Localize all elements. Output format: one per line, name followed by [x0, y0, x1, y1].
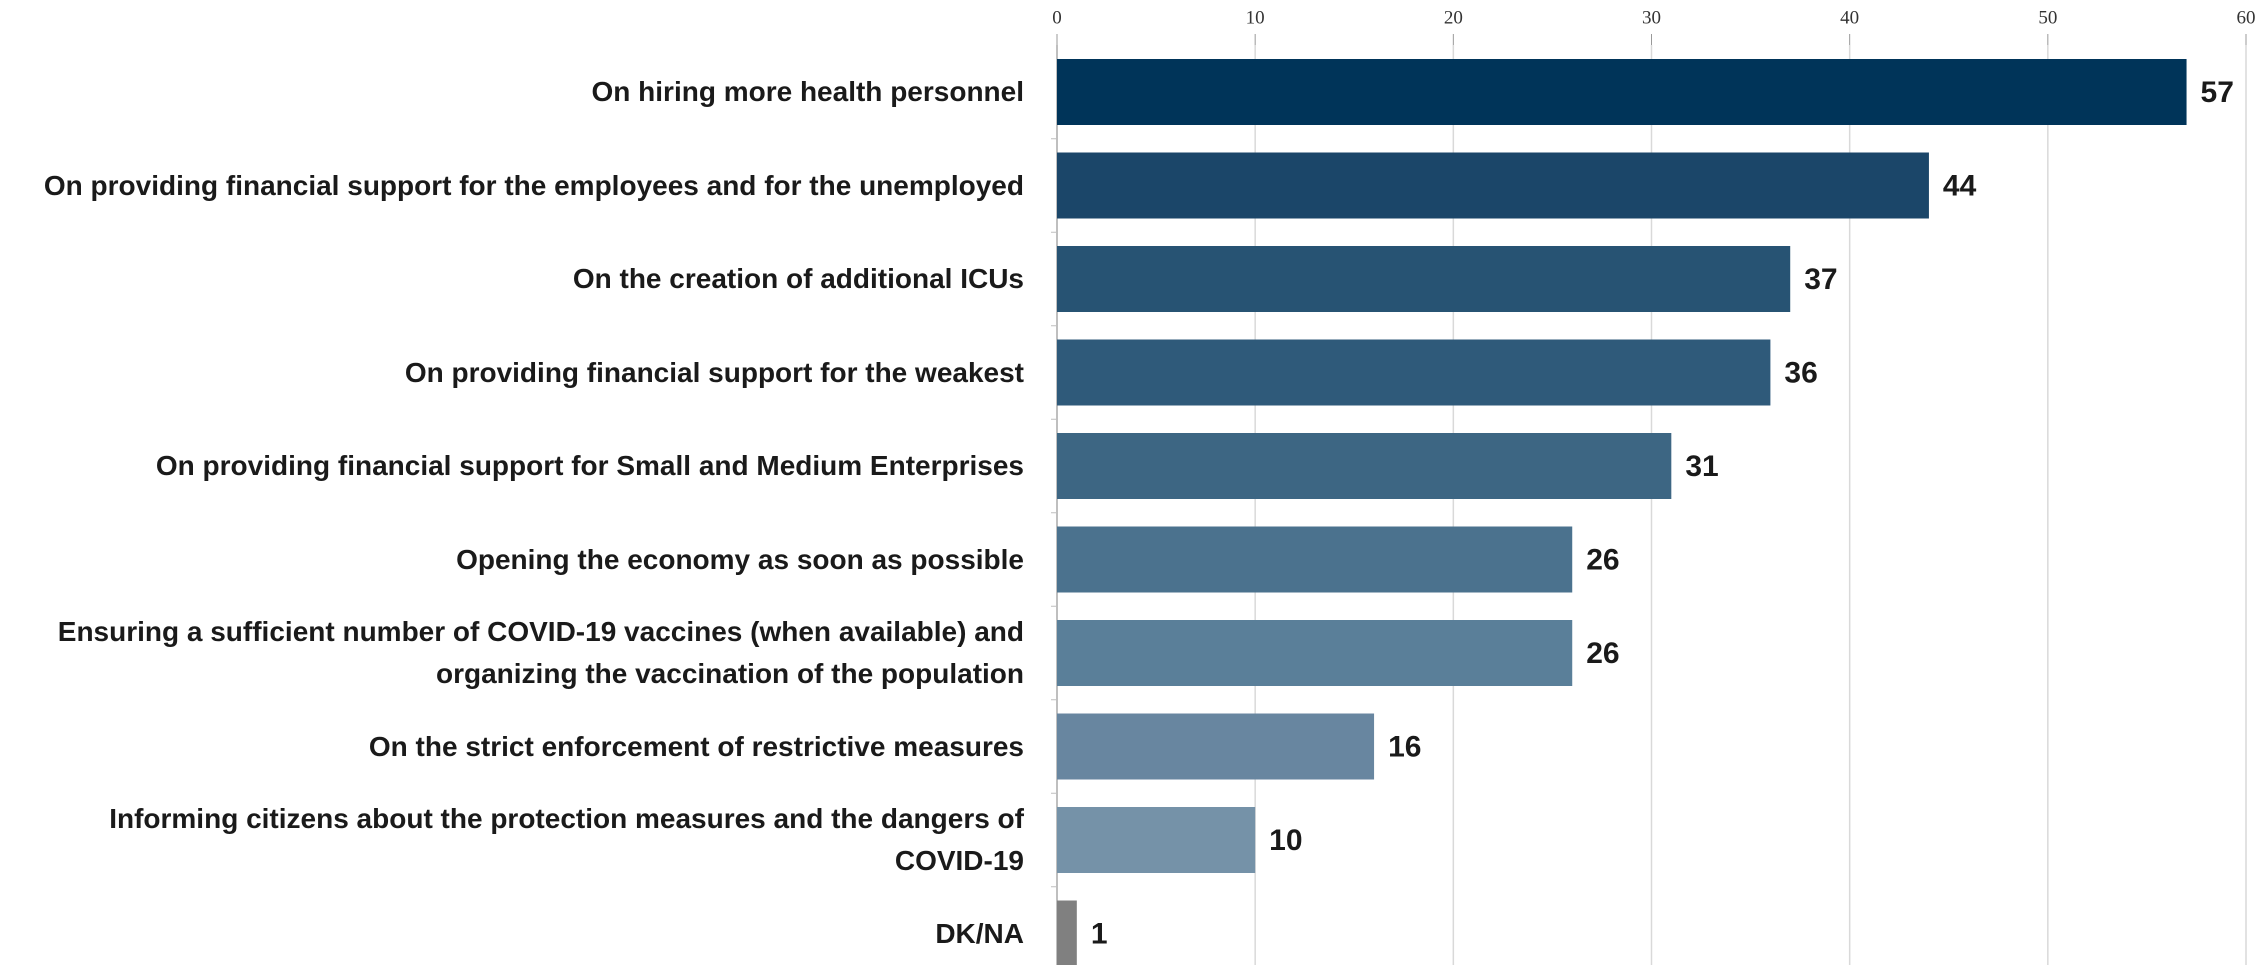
- category-label: On the strict enforcement of restrictive…: [368, 730, 1024, 762]
- category-label: Ensuring a sufficient number of COVID-19…: [57, 616, 1024, 689]
- x-tick-label: 60: [2237, 7, 2256, 28]
- bar: [1057, 807, 1256, 873]
- value-label: 26: [1586, 543, 1619, 576]
- value-label: 10: [1269, 824, 1302, 857]
- category-label: Informing citizens about the protection …: [109, 803, 1024, 876]
- value-label: 26: [1586, 637, 1619, 670]
- category-label: On providing financial support for the e…: [43, 169, 1024, 201]
- x-tick-label: 50: [2038, 7, 2057, 28]
- bar: [1057, 620, 1573, 686]
- value-label: 44: [1943, 169, 1977, 202]
- category-label: On the creation of additional ICUs: [572, 263, 1024, 294]
- value-label: 36: [1784, 356, 1817, 389]
- value-label: 57: [2201, 76, 2234, 109]
- x-tick-label: 40: [1840, 7, 1859, 28]
- bar: [1057, 152, 1929, 219]
- category-label: On hiring more health personnel: [591, 76, 1025, 107]
- x-tick-label: 30: [1642, 7, 1661, 28]
- bar: [1057, 433, 1672, 499]
- bar: [1057, 59, 2187, 125]
- value-label: 1: [1091, 917, 1108, 950]
- bar: [1057, 339, 1771, 406]
- value-label: 37: [1804, 263, 1837, 296]
- category-label: On providing financial support for the w…: [404, 356, 1024, 388]
- x-tick-label: 20: [1444, 7, 1463, 28]
- x-tick-label: 0: [1052, 7, 1062, 28]
- value-label: 31: [1685, 450, 1718, 483]
- bar: [1057, 246, 1791, 312]
- category-label: DK/NA: [935, 917, 1024, 949]
- x-tick-label: 10: [1246, 7, 1265, 28]
- bar: [1057, 713, 1375, 780]
- bar: [1057, 900, 1077, 965]
- value-label: 16: [1388, 730, 1421, 763]
- category-label: Opening the economy as soon as possible: [456, 543, 1024, 575]
- category-label: On providing financial support for Small…: [155, 450, 1024, 481]
- bar: [1057, 526, 1573, 593]
